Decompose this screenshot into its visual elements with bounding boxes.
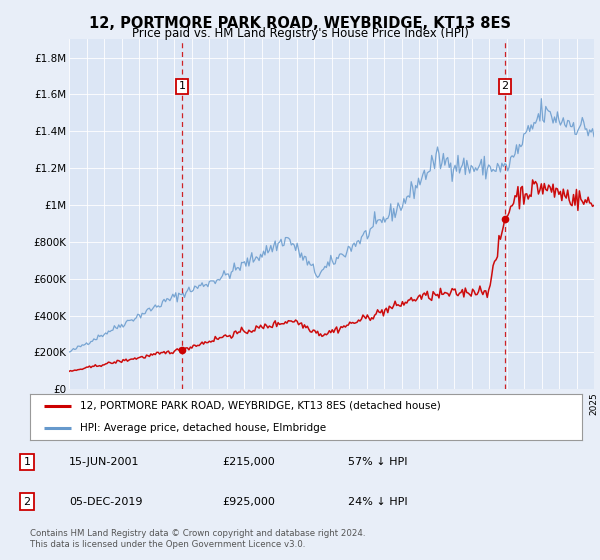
Text: 1: 1 [23,457,31,466]
Text: 1: 1 [178,81,185,91]
Text: 2: 2 [23,497,31,507]
Text: 12, PORTMORE PARK ROAD, WEYBRIDGE, KT13 8ES: 12, PORTMORE PARK ROAD, WEYBRIDGE, KT13 … [89,16,511,31]
Text: 2: 2 [502,81,509,91]
Text: Price paid vs. HM Land Registry's House Price Index (HPI): Price paid vs. HM Land Registry's House … [131,27,469,40]
Text: 12, PORTMORE PARK ROAD, WEYBRIDGE, KT13 8ES (detached house): 12, PORTMORE PARK ROAD, WEYBRIDGE, KT13 … [80,400,440,410]
Text: 57% ↓ HPI: 57% ↓ HPI [348,457,407,466]
Text: Contains HM Land Registry data © Crown copyright and database right 2024.
This d: Contains HM Land Registry data © Crown c… [30,529,365,549]
Text: £925,000: £925,000 [222,497,275,507]
Text: 24% ↓ HPI: 24% ↓ HPI [348,497,407,507]
Text: £215,000: £215,000 [222,457,275,466]
Text: 05-DEC-2019: 05-DEC-2019 [69,497,143,507]
Text: HPI: Average price, detached house, Elmbridge: HPI: Average price, detached house, Elmb… [80,423,326,433]
Text: 15-JUN-2001: 15-JUN-2001 [69,457,139,466]
